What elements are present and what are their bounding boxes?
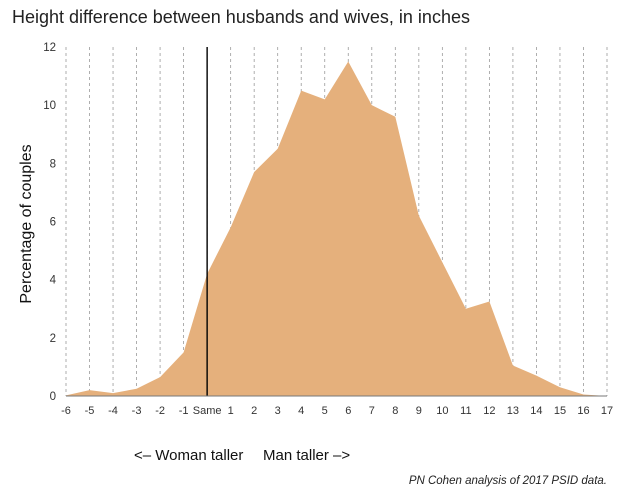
- x-tick-label--1: -1: [179, 405, 189, 417]
- x-tick-label-13: 13: [507, 405, 519, 417]
- x-tick-label-12: 12: [483, 405, 495, 417]
- x-tick-label--6: -6: [61, 405, 71, 417]
- x-tick-label-7: 7: [369, 405, 375, 417]
- x-tick-label-17: 17: [601, 405, 613, 417]
- distribution-area: [66, 61, 607, 397]
- direction-label-woman-taller: <– Woman taller: [134, 447, 243, 464]
- x-tick-label--3: -3: [132, 405, 142, 417]
- x-tick-label-15: 15: [554, 405, 566, 417]
- x-tick-label-10: 10: [436, 405, 448, 417]
- x-tick-label-11: 11: [460, 405, 471, 417]
- x-tick-label-1: 1: [228, 405, 234, 417]
- area-layer: [66, 61, 607, 397]
- source-note: PN Cohen analysis of 2017 PSID data.: [409, 475, 607, 487]
- x-tick-label-3: 3: [275, 405, 281, 417]
- y-axis-label: Percentage of couples: [18, 144, 35, 303]
- x-tick-label-Same: Same: [193, 405, 222, 417]
- x-tick-label-6: 6: [345, 405, 351, 417]
- direction-label-man-taller: Man taller –>: [263, 447, 350, 464]
- y-tick-label-0: 0: [50, 391, 56, 403]
- y-tick-labels: 0 2 4 6 8 10 12: [43, 42, 56, 403]
- chart-title: Height difference between husbands and w…: [12, 7, 470, 27]
- x-tick-label--5: -5: [85, 405, 95, 417]
- x-tick-label-8: 8: [392, 405, 398, 417]
- x-tick-label-9: 9: [416, 405, 422, 417]
- y-tick-label-4: 4: [50, 275, 57, 287]
- y-tick-label-10: 10: [43, 100, 56, 112]
- y-tick-label-2: 2: [50, 333, 56, 345]
- x-tick-label-14: 14: [530, 405, 542, 417]
- x-tick-label--4: -4: [108, 405, 118, 417]
- y-tick-label-8: 8: [50, 158, 56, 170]
- x-tick-labels: -6 -5 -4 -3 -2 -1 Same 1 2 3 4 5 6 7 8 9 10 11 12 13 14 15 16 1…: [61, 405, 613, 417]
- x-tick-label--2: -2: [155, 405, 165, 417]
- x-tick-label-4: 4: [298, 405, 304, 417]
- y-tick-label-6: 6: [50, 217, 56, 229]
- x-tick-label-5: 5: [322, 405, 328, 417]
- x-tick-label-2: 2: [251, 405, 257, 417]
- y-tick-label-12: 12: [43, 42, 56, 54]
- x-tick-label-16: 16: [577, 405, 589, 417]
